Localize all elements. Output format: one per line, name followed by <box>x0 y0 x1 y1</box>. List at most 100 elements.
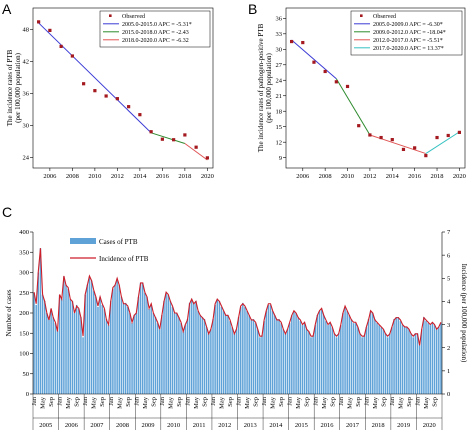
year-label: 2019 <box>397 422 410 429</box>
case-bar <box>99 296 101 394</box>
case-bar <box>112 288 114 394</box>
case-bar <box>167 294 170 394</box>
year-label: 2006 <box>65 422 79 429</box>
month-label: May <box>321 396 328 409</box>
case-bar <box>203 319 206 394</box>
case-bar <box>229 321 231 394</box>
case-bar <box>131 323 133 394</box>
case-bar <box>95 296 97 394</box>
case-bar <box>156 323 159 394</box>
case-bar <box>180 323 182 394</box>
observed-point <box>323 69 327 74</box>
month-label: May <box>372 396 379 409</box>
case-bar <box>97 306 99 394</box>
month-label: Sep <box>253 397 260 407</box>
month-label: May <box>40 396 47 409</box>
observed-point <box>183 133 187 137</box>
case-bar <box>367 319 370 394</box>
case-bar <box>110 300 112 394</box>
year-label: 2012 <box>218 422 231 429</box>
case-bar <box>193 302 195 394</box>
case-bar <box>227 315 229 394</box>
month-label: Jan <box>31 396 38 405</box>
month-label: Jan <box>338 396 345 405</box>
month-label: May <box>116 396 123 409</box>
case-bar <box>41 294 44 394</box>
case-bar <box>105 319 108 394</box>
observed-point <box>172 138 176 142</box>
case-bar <box>267 304 270 394</box>
year-label: 2008 <box>116 422 129 429</box>
month-label: Sep <box>150 397 157 407</box>
case-bar <box>320 308 323 394</box>
case-bar <box>52 317 54 394</box>
case-bar <box>284 333 287 394</box>
case-bar <box>216 298 219 394</box>
case-bar <box>152 313 155 394</box>
case-bar <box>65 284 67 394</box>
panel-label-c: C <box>2 204 12 220</box>
observed-point <box>127 105 131 109</box>
y-tick-label: 30 <box>276 46 283 53</box>
y-tick-label: 9 <box>279 155 282 162</box>
month-label: May <box>346 396 353 409</box>
panel-a: 2006 2008 2010 2012 2014 2016 2018 2020 24 30 36 42… <box>6 10 214 180</box>
case-bar <box>46 313 48 394</box>
case-bar <box>186 319 189 394</box>
case-bar <box>154 317 157 394</box>
case-bar <box>333 333 336 394</box>
case-bar <box>54 323 57 394</box>
case-bar <box>269 304 272 394</box>
month-label: Sep <box>406 397 413 407</box>
case-bar <box>380 327 383 394</box>
case-bar <box>80 317 82 394</box>
case-bar <box>408 329 410 394</box>
case-bar <box>435 329 438 394</box>
observed-point <box>390 138 394 142</box>
month-label: Jan <box>363 396 370 405</box>
case-bar <box>116 278 118 394</box>
case-bar <box>410 333 412 394</box>
case-bar <box>67 288 69 394</box>
y2-tick-label: 2 <box>447 345 450 352</box>
legend-entry: 2005.0-2009.0 APC = -6.30* <box>373 22 443 28</box>
panel-c: 0 50 100 150 200 250 300 350 400 0 1 2 3 4 5 6 7 Number o… <box>5 229 468 430</box>
month-label: May <box>193 396 200 409</box>
x-tick-label: 2010 <box>88 173 101 180</box>
x-tick-label: 2008 <box>319 173 332 180</box>
observed-point <box>301 40 305 45</box>
case-bar <box>427 323 429 394</box>
y-tick-label: 36 <box>23 91 30 98</box>
month-label: Sep <box>355 397 362 407</box>
year-label: 2015 <box>295 422 308 429</box>
y-axis-label: (per 100,000 population) <box>265 52 273 122</box>
case-bar <box>406 327 408 394</box>
case-bar <box>425 321 427 394</box>
case-bar <box>92 290 95 394</box>
y2-tick-label: 5 <box>447 275 450 282</box>
case-bar <box>73 313 76 394</box>
fit-segment <box>369 134 427 155</box>
observed-point <box>435 135 439 140</box>
case-bar <box>301 325 304 394</box>
case-bar <box>374 319 376 394</box>
x-tick-label: 2012 <box>111 173 124 180</box>
year-label: 2020 <box>423 422 436 429</box>
case-bar <box>163 300 165 394</box>
case-bar <box>314 325 316 394</box>
case-bar <box>384 333 387 394</box>
case-bar <box>212 319 214 394</box>
month-label: Jan <box>261 396 268 405</box>
observed-point <box>82 82 86 86</box>
year-label: 2005 <box>39 422 52 429</box>
year-label: 2007 <box>90 422 104 429</box>
y-tick-label: 18 <box>276 108 283 115</box>
case-bar <box>48 319 50 394</box>
fit-segment <box>150 132 186 144</box>
case-bar <box>233 333 236 394</box>
case-bar <box>63 276 65 394</box>
y-tick-label: 27 <box>276 62 283 69</box>
y-tick-label: 0 <box>26 391 29 398</box>
case-bar <box>295 313 297 394</box>
case-bar <box>386 337 389 394</box>
